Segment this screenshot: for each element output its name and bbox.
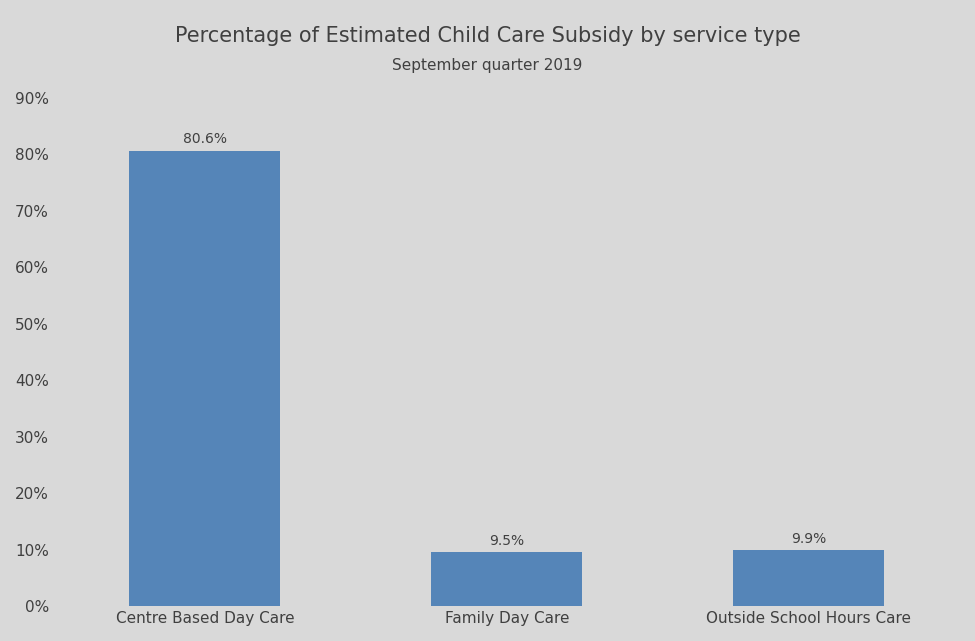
Bar xyxy=(733,550,884,606)
Bar xyxy=(130,151,281,606)
Text: Percentage of Estimated Child Care Subsidy by service type: Percentage of Estimated Child Care Subsi… xyxy=(175,26,800,46)
Text: 9.5%: 9.5% xyxy=(489,534,525,548)
Bar xyxy=(431,553,582,606)
Text: 9.9%: 9.9% xyxy=(792,532,827,545)
Text: 80.6%: 80.6% xyxy=(183,133,227,147)
Text: September quarter 2019: September quarter 2019 xyxy=(392,58,583,72)
